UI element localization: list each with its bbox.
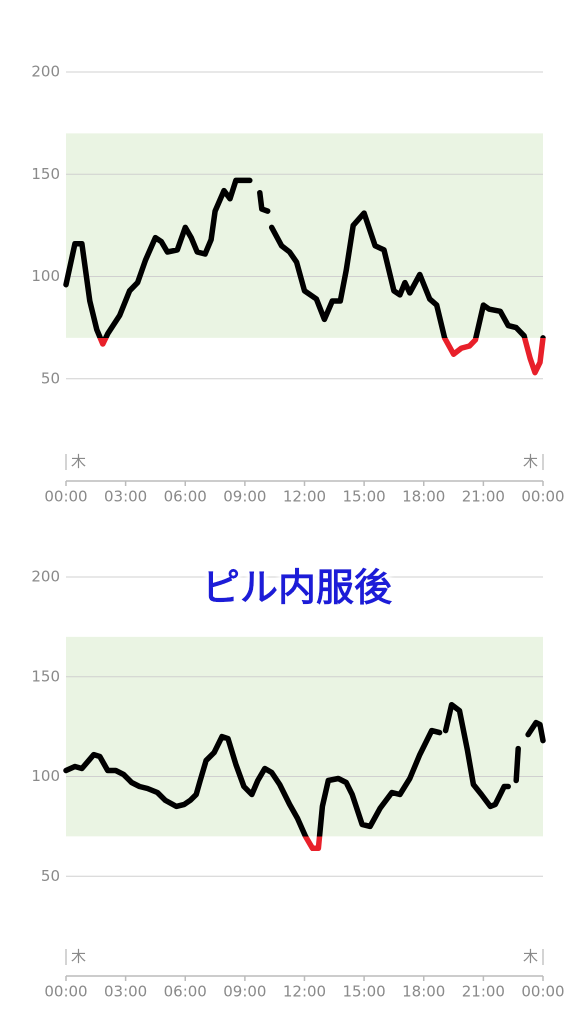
x-tick-label: 06:00 bbox=[164, 983, 207, 1001]
glucose-line bbox=[63, 177, 546, 376]
x-tick-label: 03:00 bbox=[104, 983, 147, 1001]
x-tick-label: 09:00 bbox=[223, 983, 266, 1001]
x-tick-label: 12:00 bbox=[283, 488, 326, 506]
y-tick-label: 100 bbox=[31, 767, 60, 785]
glucose-line bbox=[63, 701, 546, 852]
y-tick-label: 50 bbox=[41, 867, 60, 885]
x-tick-label: 21:00 bbox=[462, 488, 505, 506]
y-tick-label: 150 bbox=[31, 165, 60, 183]
x-tick-label: 21:00 bbox=[462, 983, 505, 1001]
x-tick-label: 00:00 bbox=[44, 488, 87, 506]
x-tick-label: 03:00 bbox=[104, 488, 147, 506]
target-band bbox=[66, 636, 543, 837]
y-tick-label: 200 bbox=[31, 568, 60, 586]
day-label: 木 bbox=[71, 453, 86, 471]
x-tick-label: 00:00 bbox=[44, 983, 87, 1001]
x-tick-label: 00:00 bbox=[521, 983, 564, 1001]
y-tick-label: 50 bbox=[41, 369, 60, 387]
x-tick-label: 00:00 bbox=[521, 488, 564, 506]
x-tick-label: 12:00 bbox=[283, 983, 326, 1001]
y-tick-label: 100 bbox=[31, 267, 60, 285]
x-tick-label: 15:00 bbox=[343, 983, 386, 1001]
day-label: 木 bbox=[71, 948, 86, 966]
target-band bbox=[66, 133, 543, 338]
x-tick-label: 18:00 bbox=[402, 983, 445, 1001]
day-label: 木 bbox=[523, 453, 538, 471]
y-tick-label: 200 bbox=[31, 63, 60, 81]
x-tick-label: 09:00 bbox=[223, 488, 266, 506]
day-label: 木 bbox=[523, 948, 538, 966]
x-tick-label: 18:00 bbox=[402, 488, 445, 506]
x-tick-label: 15:00 bbox=[343, 488, 386, 506]
chart-title: ピル内服後 bbox=[202, 566, 393, 610]
y-tick-label: 150 bbox=[31, 667, 60, 685]
x-tick-label: 06:00 bbox=[164, 488, 207, 506]
